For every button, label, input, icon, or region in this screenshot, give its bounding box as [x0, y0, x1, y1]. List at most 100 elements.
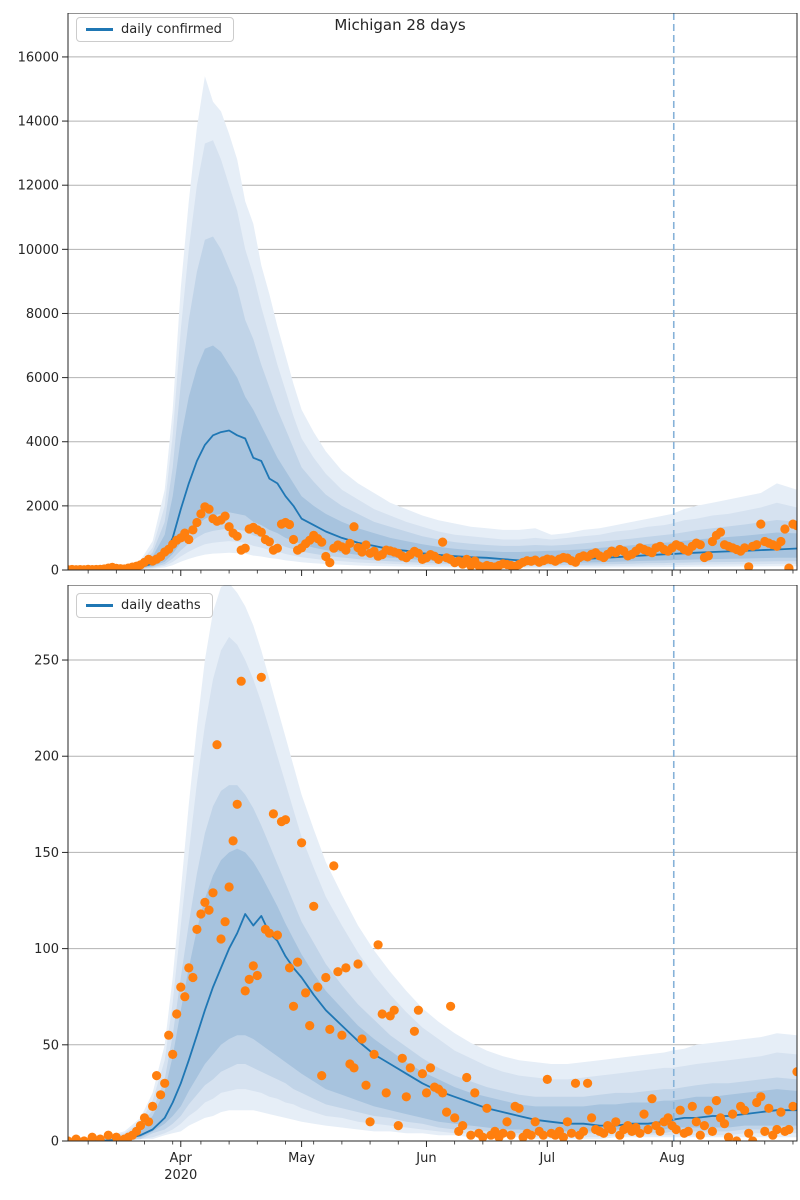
confirmed-line-sample	[86, 28, 113, 31]
scatter-point	[317, 1071, 327, 1081]
scatter-point	[79, 1136, 89, 1141]
x-tick-label-jun: Jun	[415, 1151, 436, 1166]
scatter-point	[353, 959, 363, 969]
scatter-point	[703, 1105, 714, 1115]
scatter-point	[317, 537, 327, 547]
scatter-point	[164, 1030, 174, 1040]
scatter-point	[272, 543, 282, 553]
y-tick-label: 8000	[26, 307, 59, 322]
data-layer	[68, 13, 797, 570]
scatter-point	[687, 1101, 697, 1111]
scatter-point	[252, 970, 262, 981]
scatter-point	[675, 1105, 685, 1115]
scatter-point	[184, 963, 194, 973]
scatter-point	[421, 1088, 432, 1098]
scatter-point	[401, 1092, 411, 1102]
scatter-point	[433, 554, 444, 565]
scatter-point	[71, 1134, 81, 1141]
scatter-point	[695, 1130, 705, 1140]
scatter-point	[349, 522, 359, 532]
scatter-point	[280, 815, 291, 825]
scatter-point	[268, 809, 278, 819]
scatter-point	[583, 1078, 593, 1088]
scatter-point	[691, 1117, 701, 1127]
scatter-point	[349, 1063, 359, 1073]
scatter-point	[446, 1001, 456, 1011]
y-tick-label: 14000	[18, 115, 59, 130]
scatter-point	[204, 504, 214, 514]
scatter-point	[438, 1088, 448, 1098]
scatter-point	[655, 1126, 665, 1136]
scatter-point	[466, 1130, 476, 1140]
scatter-point	[744, 1128, 754, 1138]
x-tick-label-aug: Aug	[659, 1151, 684, 1166]
scatter-point	[345, 538, 355, 549]
scatter-point	[244, 974, 254, 984]
scatter-point	[152, 1071, 162, 1081]
scatter-point	[748, 1136, 758, 1141]
scatter-point	[256, 672, 266, 682]
scatter-point	[639, 1109, 649, 1119]
scatter-point	[514, 1103, 524, 1113]
scatter-point	[369, 1049, 379, 1059]
deaths-line-sample	[86, 604, 113, 607]
y-tick-label: 10000	[18, 243, 59, 258]
scatter-point	[357, 1034, 367, 1044]
scatter-point	[542, 1074, 552, 1084]
scatter-point	[240, 543, 250, 553]
scatter-point	[188, 972, 198, 983]
scatter-point	[192, 517, 202, 528]
scatter-point	[425, 1063, 436, 1073]
scatter-point	[744, 562, 754, 570]
scatter-point	[776, 536, 786, 547]
scatter-point	[611, 1117, 621, 1127]
scatter-point	[458, 1121, 468, 1131]
x-tick-label-may: May	[288, 1151, 315, 1166]
scatter-point	[87, 1132, 97, 1141]
scatter-point	[558, 1132, 568, 1141]
scatter-point	[389, 1005, 399, 1015]
y-tick-label: 0	[51, 1135, 59, 1150]
scatter-point	[313, 982, 323, 992]
scatter-point	[365, 1117, 375, 1127]
scatter-point	[68, 1136, 73, 1141]
scatter-point	[176, 982, 186, 992]
scatter-point	[135, 1121, 146, 1131]
scatter-point	[377, 1009, 387, 1019]
y-tick-label: 12000	[18, 179, 59, 194]
scatter-point	[780, 524, 790, 534]
scatter-point	[196, 909, 206, 919]
scatter-point	[361, 1080, 371, 1090]
scatter-point	[784, 563, 794, 570]
scatter-point	[506, 1130, 516, 1140]
legend-confirmed: daily confirmed	[76, 17, 234, 42]
scatter-point	[200, 897, 210, 907]
scatter-point	[272, 930, 282, 940]
scatter-point	[417, 1069, 427, 1079]
scatter-point	[740, 543, 750, 553]
scatter-point	[208, 888, 218, 898]
scatter-point	[707, 1126, 718, 1136]
x-tick-year-label: 2020	[164, 1168, 197, 1183]
x-tick-label-apr: Apr	[170, 1151, 193, 1166]
scatter-point	[144, 1117, 154, 1127]
axes-border	[67, 13, 798, 571]
scatter-point	[671, 1124, 681, 1135]
scatter-point	[297, 838, 307, 848]
scatter-point	[715, 527, 726, 537]
scatter-point	[325, 1024, 335, 1034]
y-tick-label: 6000	[26, 371, 59, 386]
scatter-point	[663, 1113, 673, 1123]
scatter-point	[325, 558, 335, 568]
scatter-point	[321, 972, 331, 983]
scatter-point	[95, 1134, 105, 1141]
scatter-point	[216, 934, 226, 944]
scatter-point	[212, 740, 222, 750]
scatter-point	[361, 540, 371, 550]
scatter-point	[772, 1124, 782, 1135]
scatter-point	[293, 957, 303, 967]
scatter-point	[570, 1078, 581, 1088]
scatter-point	[111, 1132, 121, 1141]
scatter-point	[333, 967, 343, 977]
